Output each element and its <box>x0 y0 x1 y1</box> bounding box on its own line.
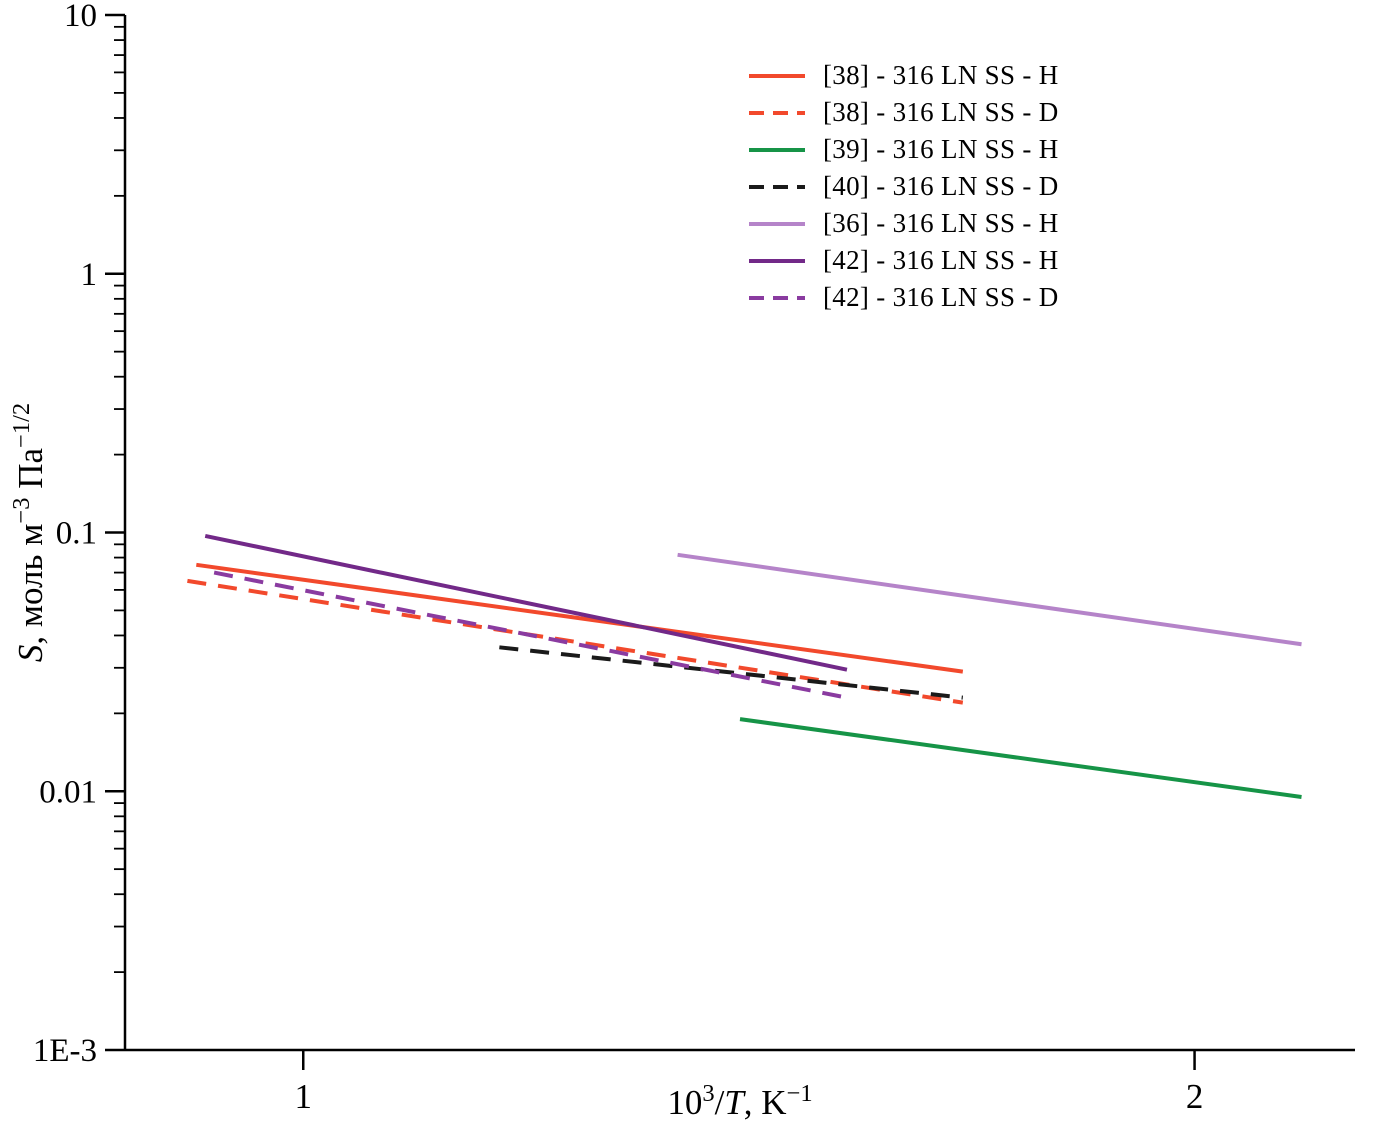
legend-line-sample <box>749 110 805 115</box>
legend-line-sample <box>749 295 805 300</box>
series-line <box>739 717 1302 799</box>
legend-label: [42] - 316 LN SS - D <box>823 282 1059 312</box>
legend-label: [38] - 316 LN SS - H <box>823 60 1059 90</box>
legend-label: [36] - 316 LN SS - H <box>823 208 1059 238</box>
legend-label: [38] - 316 LN SS - D <box>823 97 1059 127</box>
x-axis-label: 103/T, K−1 <box>667 1080 812 1122</box>
legend-label: [40] - 316 LN SS - D <box>823 171 1059 201</box>
legend-label: [39] - 316 LN SS - H <box>823 134 1059 164</box>
legend-item: [42] - 316 LN SS - D <box>748 279 1059 316</box>
legend-item: [39] - 316 LN SS - H <box>748 131 1059 168</box>
legend-item: [42] - 316 LN SS - H <box>748 242 1059 279</box>
x-tick-label: 1 <box>295 1077 313 1116</box>
legend: [38] - 316 LN SS - H [38] - 316 LN SS - … <box>748 57 1059 316</box>
legend-item: [38] - 316 LN SS - H <box>748 57 1059 94</box>
legend-line-sample <box>749 258 805 263</box>
legend-line-sample <box>749 221 805 226</box>
series-line <box>213 570 848 700</box>
legend-label: [42] - 316 LN SS - H <box>823 245 1059 275</box>
y-axis-label: S, моль м−3 Па−1/2 <box>8 403 50 662</box>
series-line <box>677 552 1302 647</box>
legend-item: [36] - 316 LN SS - H <box>748 205 1059 242</box>
legend-line-sample <box>749 184 805 189</box>
x-tick-label: 2 <box>1186 1077 1204 1116</box>
series-line <box>196 562 964 674</box>
legend-line-sample <box>749 73 805 78</box>
legend-line-sample <box>749 147 805 152</box>
series-line <box>204 533 848 672</box>
y-tick-label: 1E-3 <box>33 1033 97 1069</box>
series-line <box>499 645 964 700</box>
legend-item: [40] - 316 LN SS - D <box>748 168 1059 205</box>
y-tick-label: 1 <box>81 257 98 293</box>
legend-item: [38] - 316 LN SS - D <box>748 94 1059 131</box>
y-tick-label: 0.1 <box>56 516 97 552</box>
y-tick-label: 10 <box>64 0 97 34</box>
y-tick-label: 0.01 <box>39 774 97 810</box>
series-line <box>187 578 964 705</box>
